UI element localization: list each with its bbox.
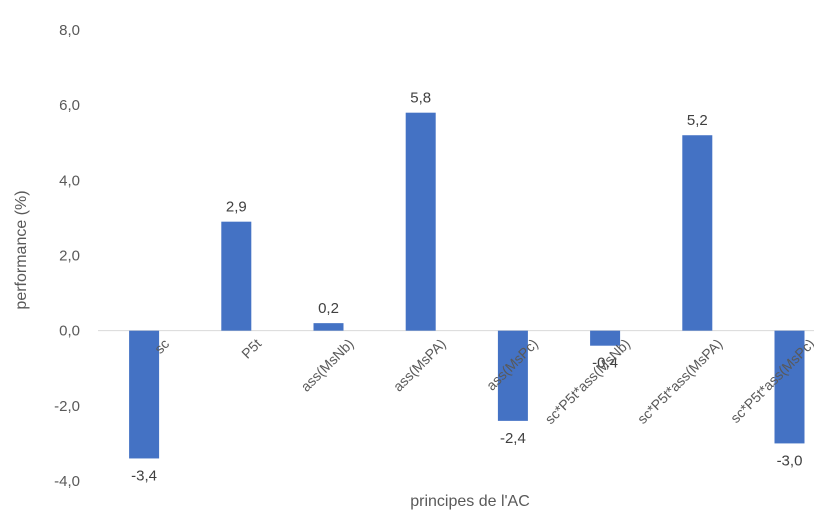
data-label: 5,2 <box>687 112 708 129</box>
data-label: -2,4 <box>500 430 526 447</box>
y-tick-label: 2,0 <box>59 248 80 265</box>
data-label: 2,9 <box>226 199 247 216</box>
category-label: P5t <box>238 335 264 361</box>
y-tick-label: 4,0 <box>59 172 80 189</box>
bar <box>682 135 713 331</box>
x-axis-title: principes de l'AC <box>410 493 530 510</box>
data-label: -3,0 <box>777 452 803 469</box>
category-label: sc*P5t*ass(MsNb) <box>542 335 634 427</box>
y-tick-label: 6,0 <box>59 97 80 114</box>
data-label: 0,2 <box>318 300 339 317</box>
bar <box>313 323 344 331</box>
y-axis-ticks: 8,0 6,0 4,0 2,0 0,0 -2,0 -4,0 <box>54 22 80 490</box>
y-tick-label: 8,0 <box>59 22 80 39</box>
data-labels: -3,4 2,9 0,2 5,8 -2,4 -0,4 5,2 -3,0 <box>131 90 802 485</box>
y-tick-label: -4,0 <box>54 473 80 490</box>
category-label: ass(MsPA) <box>390 335 449 394</box>
bar <box>405 112 436 331</box>
bar <box>129 330 160 459</box>
category-label: sc*P5t*ass(MsPA) <box>634 335 725 426</box>
bar <box>221 221 252 331</box>
bar <box>774 330 805 444</box>
y-tick-label: -2,0 <box>54 398 80 415</box>
data-label: -3,4 <box>131 467 157 484</box>
data-label: -0,4 <box>592 355 618 372</box>
bars <box>129 112 805 459</box>
y-axis-title: performance (%) <box>13 190 30 309</box>
category-labels: sc P5t ass(MsNb) ass(MsPA) ass(MsPc) sc*P5t*a… <box>151 335 814 427</box>
bar <box>590 330 621 346</box>
data-label: 5,8 <box>410 90 431 107</box>
bar <box>497 330 528 421</box>
y-tick-label: 0,0 <box>59 323 80 340</box>
category-label: ass(MsNb) <box>297 335 356 394</box>
